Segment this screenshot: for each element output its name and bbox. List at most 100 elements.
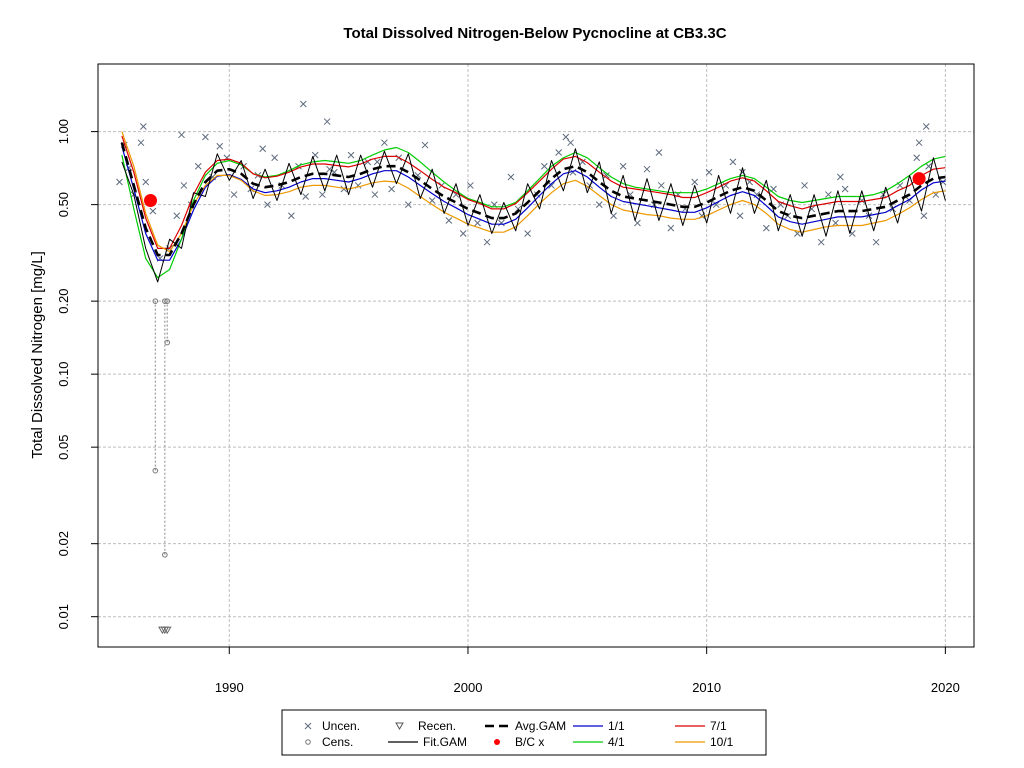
uncensored-point <box>428 197 436 204</box>
uncensored-point <box>643 165 651 173</box>
x-tick-label: 2000 <box>454 680 483 695</box>
series-line-7-1 <box>121 135 946 249</box>
uncensored-point <box>579 158 586 166</box>
uncensored-point <box>323 118 331 125</box>
uncensored-point <box>555 149 563 156</box>
uncensored-points <box>116 100 947 262</box>
uncensored-point <box>548 182 555 189</box>
y-tick-label: 0.50 <box>56 192 71 217</box>
uncensored-point <box>404 201 412 208</box>
y-tick-label: 0.02 <box>56 531 71 556</box>
uncensored-point <box>507 173 515 181</box>
uncensored-point <box>603 172 610 179</box>
y-tick-label: 0.10 <box>56 361 71 386</box>
y-tick-label: 0.20 <box>56 288 71 313</box>
censored-point <box>152 298 159 304</box>
uncensored-point <box>302 193 310 200</box>
uncensored-point <box>922 123 930 130</box>
legend-label: Avg.GAM <box>515 719 566 733</box>
recensored-point <box>162 626 172 635</box>
series-line-1-1 <box>121 146 946 261</box>
uncensored-point <box>474 219 481 227</box>
uncensored-point <box>836 173 844 181</box>
uncensored-point <box>541 162 548 170</box>
uncensored-point <box>299 100 307 108</box>
uncensored-point <box>655 149 663 156</box>
uncensored-point <box>872 238 880 246</box>
uncensored-point <box>216 142 224 150</box>
uncensored-point <box>634 219 641 227</box>
x-axis: 1990 2000 2010 2020 <box>215 647 960 695</box>
uncensored-point <box>483 238 491 246</box>
uncensored-point <box>373 158 381 166</box>
uncensored-point <box>817 238 825 246</box>
censored-values <box>152 298 172 635</box>
uncensored-point <box>722 182 730 189</box>
censored-point <box>164 339 171 346</box>
legend-label: 4/1 <box>608 735 625 749</box>
uncensored-point <box>149 207 157 215</box>
legend-label: 7/1 <box>710 719 727 733</box>
uncensored-point <box>421 141 429 149</box>
avg-gam-line <box>120 142 946 257</box>
series-line-10-1 <box>121 131 946 253</box>
legend-symbol-censored <box>305 739 311 745</box>
uncensored-point <box>202 133 209 141</box>
censored-point <box>162 551 168 558</box>
uncensored-point <box>801 182 808 189</box>
uncensored-point <box>139 123 147 130</box>
censored-point <box>162 298 168 304</box>
bc-point <box>912 172 926 186</box>
uncensored-point <box>467 182 474 189</box>
uncensored-point <box>180 182 188 189</box>
uncensored-point <box>371 191 379 198</box>
bc-points <box>144 172 926 207</box>
uncensored-point <box>271 154 278 162</box>
uncensored-point <box>920 212 928 220</box>
uncensored-point <box>142 178 150 186</box>
uncensored-point <box>562 133 570 141</box>
uncensored-point <box>762 224 770 232</box>
censored-point <box>164 298 171 304</box>
uncensored-point <box>178 131 185 139</box>
x-tick-label: 2010 <box>692 680 721 695</box>
uncensored-point <box>319 191 326 198</box>
uncensored-point <box>712 201 720 208</box>
grid <box>98 64 974 647</box>
legend: Uncen. Recen. Avg.GAM 1/1 7/1 Cens. Fit.GAM B/C… <box>281 709 767 756</box>
uncensored-point <box>230 191 238 198</box>
uncensored-point <box>619 162 627 170</box>
legend-label: Cens. <box>322 735 353 749</box>
uncensored-point <box>194 162 202 170</box>
legend-label: 1/1 <box>608 719 625 733</box>
uncensored-point <box>841 185 849 193</box>
uncensored-point <box>524 230 531 237</box>
uncensored-point <box>915 139 923 147</box>
x-tick-label: 2020 <box>931 680 960 695</box>
y-axis: 0.01 0.02 0.05 0.10 0.20 0.50 1.00 <box>56 119 98 629</box>
uncensored-point <box>264 201 271 208</box>
uncensored-point <box>137 139 145 147</box>
uncensored-point <box>691 178 699 186</box>
uncensored-point <box>388 185 395 193</box>
uncensored-point <box>567 139 574 147</box>
legend-symbol-uncensored <box>304 722 312 730</box>
uncensored-point <box>913 154 921 162</box>
uncensored-point <box>116 178 123 186</box>
y-tick-label: 0.05 <box>56 435 71 460</box>
legend-label: Uncen. <box>322 719 360 733</box>
uncensored-point <box>459 230 467 237</box>
bc-point <box>144 193 158 207</box>
legend-symbol-recensored <box>395 722 404 730</box>
uncensored-point <box>657 182 665 189</box>
plot-frame <box>97 63 975 648</box>
uncensored-point <box>595 201 603 208</box>
uncensored-point <box>259 145 267 153</box>
gam-lines <box>120 131 946 283</box>
legend-symbol-bc <box>494 739 500 745</box>
uncensored-point <box>729 158 737 166</box>
y-tick-label: 0.01 <box>56 604 71 629</box>
legend-label: Fit.GAM <box>423 735 467 749</box>
uncensored-point <box>347 151 355 159</box>
